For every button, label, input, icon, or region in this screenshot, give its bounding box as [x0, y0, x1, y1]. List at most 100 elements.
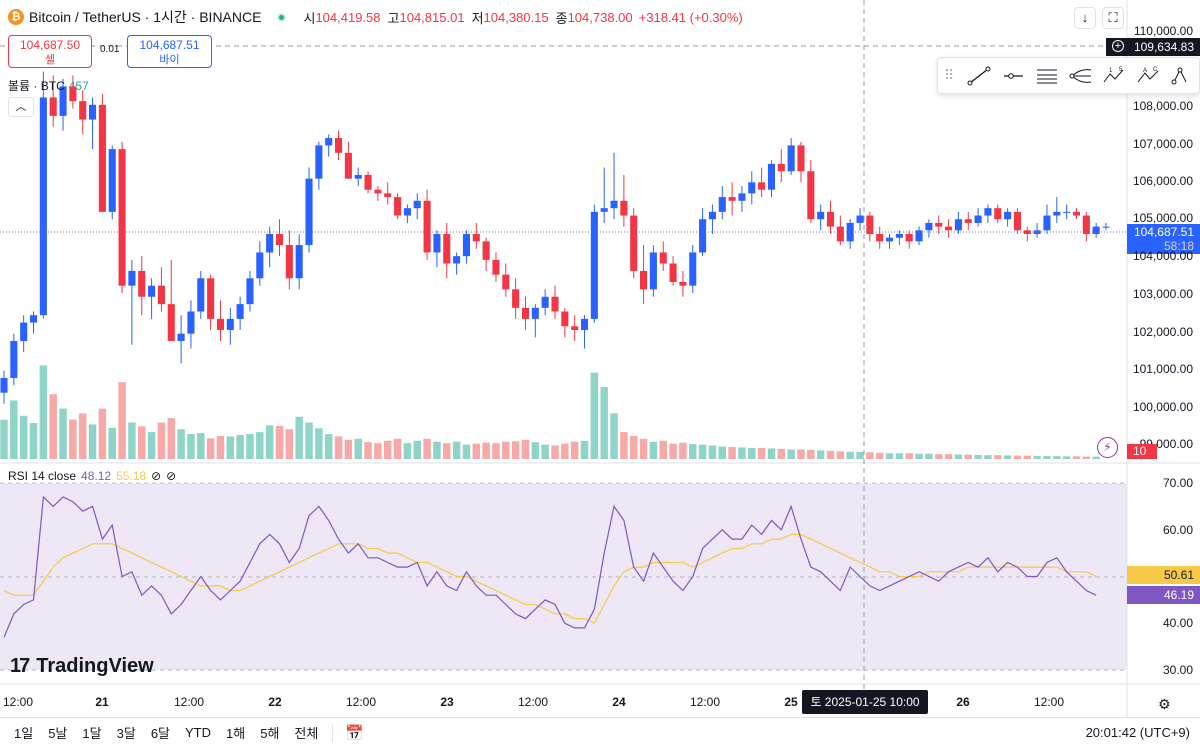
range-1y-button[interactable]: 1해	[226, 726, 246, 741]
buy-label: 바이	[159, 54, 180, 66]
range-5y-button[interactable]: 5해	[260, 726, 280, 741]
volume-bar	[757, 447, 766, 459]
high-value: 104,815.01	[399, 9, 465, 25]
volume-bar	[797, 449, 805, 459]
time-axis-label: 22	[268, 695, 282, 709]
candle-body	[856, 215, 864, 223]
volume-legend-value: 457	[68, 79, 89, 93]
tradingview-name: TradingView	[36, 655, 154, 677]
hide-icon[interactable]: ⊘	[151, 469, 162, 483]
volume-bar	[915, 453, 923, 459]
candle-body	[364, 174, 372, 190]
candle-body	[118, 149, 126, 286]
volume-bar	[994, 455, 1002, 459]
grip-icon[interactable]: ⠿	[944, 67, 955, 83]
candle-body	[413, 200, 421, 209]
candle-body	[1043, 215, 1051, 231]
sell-button[interactable]: 104,687.50 셀	[8, 35, 92, 68]
volume-bar	[541, 444, 549, 459]
volume-bar	[964, 454, 972, 459]
price-axis-label: 100,000.00	[1132, 400, 1193, 414]
tradingview-logo[interactable]: 17 TradingView	[10, 655, 154, 678]
volume-bar	[1033, 455, 1041, 459]
volume-bar	[502, 441, 510, 459]
buy-button[interactable]: 104,687.51 바이	[127, 35, 212, 68]
volume-bar	[256, 432, 264, 459]
symbol-header: ₿ Bitcoin / TetherUS · 1시간 · BINANCE 시 10…	[0, 0, 1070, 34]
volume-bar	[374, 443, 382, 459]
horizontal-ray-icon[interactable]	[996, 61, 1030, 91]
candle-body	[354, 174, 362, 179]
candle-body	[1092, 226, 1100, 234]
candle-body	[10, 341, 18, 378]
candle-body	[925, 222, 933, 231]
date-range-icon[interactable]: 📅	[345, 724, 365, 742]
low-value: 104,380.15	[483, 9, 549, 25]
volume-bar	[452, 441, 461, 459]
rsi-legend-label: RSI 14 close	[8, 469, 77, 483]
volume-bar	[728, 447, 736, 459]
plus-icon[interactable]: +	[1112, 40, 1124, 52]
bottom-toolbar: 1일 5날 1달 3달 6달 YTD 1해 5해 전체 📅 20:01:42 (…	[0, 717, 1200, 747]
candle-body	[492, 259, 500, 275]
candle-body	[433, 234, 441, 253]
candle-body	[669, 263, 677, 282]
gear-icon[interactable]: ⚙	[1158, 696, 1171, 712]
parallel-channel-icon[interactable]	[1030, 61, 1064, 91]
volume-bar	[413, 440, 421, 459]
candle-body	[1082, 215, 1090, 234]
time-axis-label: 12:00	[1033, 695, 1065, 709]
clock[interactable]: 20:01:42 (UTC+9)	[1085, 725, 1190, 740]
time-axis-label: 12:00	[689, 695, 721, 709]
trend-line-icon[interactable]	[962, 61, 996, 91]
time-axis-label: 24	[612, 695, 626, 709]
candle-body	[305, 178, 313, 246]
download-arrow-icon[interactable]: ↓	[1074, 7, 1096, 29]
candle-body	[148, 285, 156, 297]
volume-bar	[393, 438, 402, 459]
candle-body	[1072, 211, 1081, 216]
candle-body	[551, 296, 559, 312]
candle-body	[187, 311, 195, 334]
volume-legend[interactable]: 볼륨 · BTC 457	[8, 77, 89, 94]
hide-icon[interactable]: ⊘	[166, 469, 177, 483]
candle-body	[817, 211, 825, 220]
candle-body	[787, 145, 795, 172]
candle-body	[600, 208, 608, 212]
volume-bar	[807, 449, 815, 459]
range-5d-button[interactable]: 5날	[48, 726, 68, 741]
range-ytd-button[interactable]: YTD	[185, 725, 212, 740]
rsi-ma-legend-value: 55.18	[116, 469, 147, 483]
rsi-legend[interactable]: RSI 14 close 48.12 55.18 ⊘ ⊘	[8, 469, 176, 483]
candle-body	[1004, 211, 1012, 220]
range-3m-button[interactable]: 3달	[116, 726, 136, 741]
range-6m-button[interactable]: 6달	[150, 726, 171, 741]
chevron-up-icon[interactable]: ︿	[8, 97, 34, 117]
volume-bar	[639, 438, 648, 459]
rsi-axis-label: 70.00	[1162, 476, 1193, 490]
time-axis-label: 23	[440, 695, 454, 709]
candle-body	[1053, 211, 1061, 216]
volume-bar	[1003, 455, 1012, 459]
bar-countdown: 58:18	[1163, 239, 1194, 253]
pitchfork-icon[interactable]	[1064, 61, 1098, 91]
range-1d-button[interactable]: 1일	[14, 726, 34, 741]
volume-bar	[1013, 455, 1022, 459]
candle-body	[79, 101, 87, 120]
candle-body	[157, 285, 165, 305]
sell-price: 104,687.50	[19, 38, 81, 52]
range-1m-button[interactable]: 1달	[82, 726, 102, 741]
range-all-button[interactable]: 전체	[294, 726, 319, 741]
candle-body	[403, 208, 411, 216]
symbol-title[interactable]: Bitcoin / TetherUS · 1시간 · BINANCE	[29, 9, 262, 25]
candle-body	[128, 270, 136, 286]
fullscreen-icon[interactable]: ⛶	[1102, 7, 1124, 29]
pattern-tool-icon[interactable]	[1165, 61, 1199, 91]
candle-body	[905, 234, 913, 242]
lightning-icon[interactable]: ⚡	[1097, 437, 1118, 458]
candle-body	[767, 163, 776, 190]
volume-bar	[649, 441, 658, 459]
